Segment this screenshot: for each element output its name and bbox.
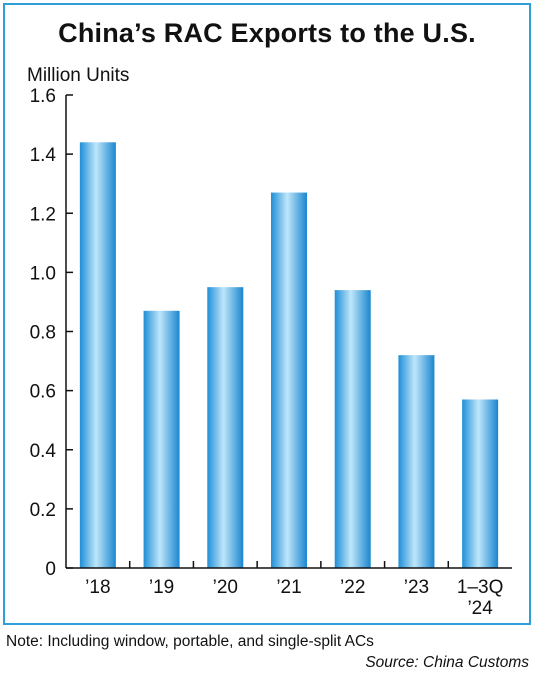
y-tick-label: 0.2 xyxy=(30,500,56,521)
bar-chart: 0 0.2 0.4 0.6 0.8 1.0 1.2 1.4 1.6 ’18 ’19 ’20 ’21 ’22… xyxy=(30,86,512,619)
x-tick-label: 1–3Q xyxy=(457,577,503,598)
bar xyxy=(271,192,307,568)
x-tick-label: ’24 xyxy=(467,598,493,619)
bar xyxy=(398,355,435,568)
x-tick-label: ’23 xyxy=(404,577,429,598)
x-tick-label: ’20 xyxy=(213,577,238,598)
y-tick-label: 0 xyxy=(45,559,56,580)
y-tick-label: 0.8 xyxy=(30,323,56,344)
x-tick-label: ’18 xyxy=(85,577,110,598)
chart-note: Note: Including window, portable, and si… xyxy=(6,633,374,650)
y-tick-label: 1.4 xyxy=(30,145,57,166)
y-tick-label: 0.4 xyxy=(30,441,57,462)
x-tick-label: ’21 xyxy=(276,577,301,598)
y-tick-label: 1.6 xyxy=(30,86,56,107)
chart-title: China’s RAC Exports to the U.S. xyxy=(58,18,476,48)
y-tick-label: 0.6 xyxy=(30,382,56,403)
bar xyxy=(207,287,244,568)
x-tick-label: ’22 xyxy=(340,577,365,598)
bar xyxy=(143,310,180,568)
y-tick-label: 1.2 xyxy=(30,204,56,225)
x-tick-label: ’19 xyxy=(149,577,174,598)
bar xyxy=(334,290,371,568)
bar xyxy=(79,142,116,569)
y-axis-unit-label: Million Units xyxy=(27,65,130,86)
bar xyxy=(462,399,499,568)
chart-source: Source: China Customs xyxy=(365,654,529,671)
y-tick-label: 1.0 xyxy=(30,263,56,284)
